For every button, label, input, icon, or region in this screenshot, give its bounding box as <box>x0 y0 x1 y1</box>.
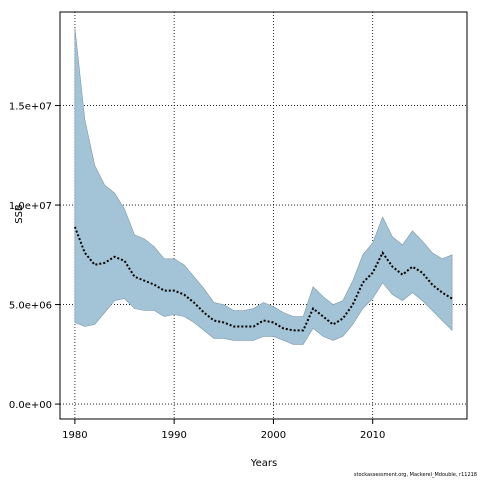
x-tick-label-1980: 1980 <box>62 430 87 441</box>
x-tick-label-2010: 2010 <box>360 430 385 441</box>
y-tick-label-0: 0.0e+00 <box>9 400 52 411</box>
x-axis-title: Years <box>250 458 277 469</box>
y-axis: 0.0e+00 5.0e+06 1.0e+07 1.5e+07 <box>9 102 60 411</box>
x-axis: 1980 1990 2000 2010 <box>62 419 385 441</box>
plot-frame <box>59 11 468 420</box>
x-tick-label-2000: 2000 <box>261 430 286 441</box>
source-credit: stockassessment.org, Mackerel_Mdouble, r… <box>353 472 477 478</box>
grid-lines <box>60 12 467 419</box>
y-tick-label-15000000: 1.5e+07 <box>9 102 52 113</box>
y-tick-label-5000000: 5.0e+06 <box>9 301 52 312</box>
y-axis-title: SSB <box>14 204 25 224</box>
confidence-band <box>74 27 453 345</box>
y-tick-label-10000000: 1.0e+07 <box>9 201 52 212</box>
x-tick-label-1990: 1990 <box>161 430 186 441</box>
